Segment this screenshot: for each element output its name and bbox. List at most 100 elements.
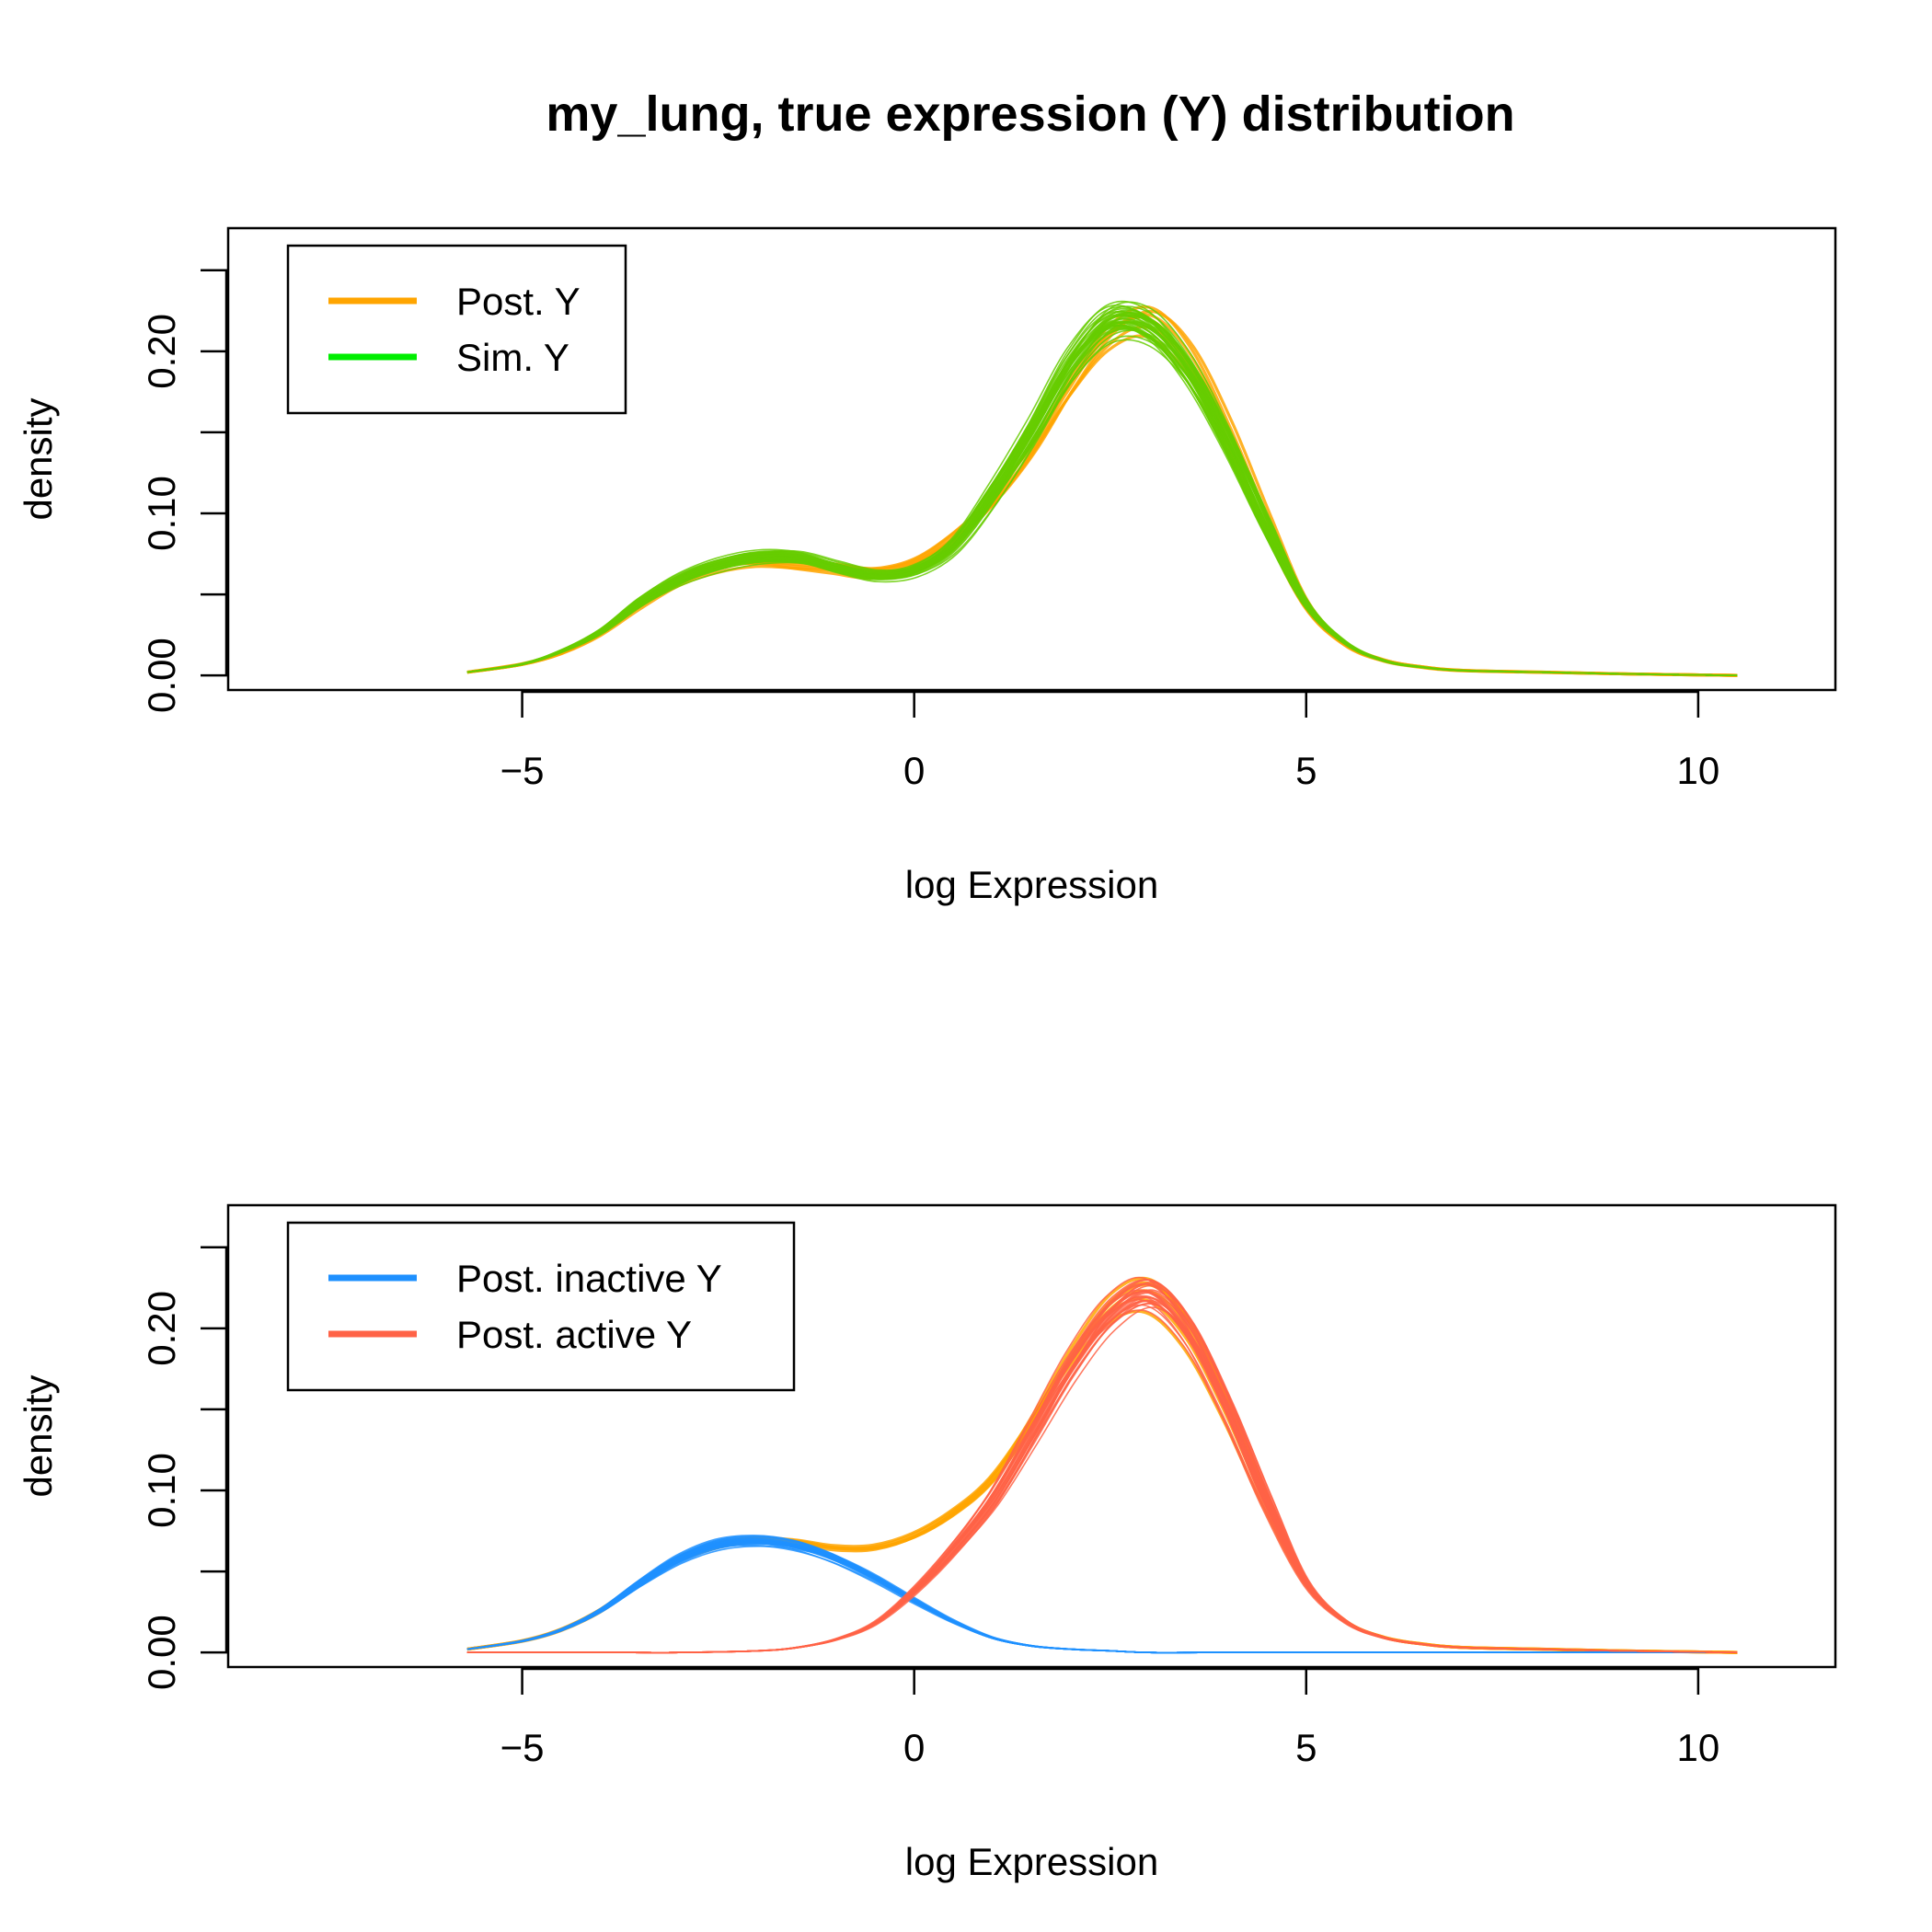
series-line	[466, 313, 1738, 677]
series-line	[466, 1544, 1738, 1654]
series-line	[466, 325, 1738, 677]
x-axis-title: log Expression	[905, 1840, 1158, 1883]
series-line	[466, 324, 1738, 676]
series-line	[466, 334, 1738, 677]
x-tick-label: 0	[903, 1726, 925, 1769]
legend-label: Sim. Y	[456, 336, 569, 379]
series-line	[466, 316, 1738, 677]
series-line	[466, 328, 1738, 676]
y-tick-label: 0.10	[140, 476, 183, 551]
series-line	[466, 305, 1738, 676]
series-line	[466, 326, 1738, 676]
series-line	[466, 311, 1738, 676]
series-line	[466, 307, 1738, 676]
series-line	[466, 1541, 1738, 1654]
series-line	[466, 324, 1738, 676]
x-tick-label: 5	[1295, 749, 1317, 792]
series-line	[466, 317, 1738, 676]
legend: Post. inactive Y Post. active Y	[286, 1221, 796, 1392]
series-line	[466, 1545, 1738, 1654]
series-line	[466, 1535, 1738, 1654]
series-line	[466, 320, 1738, 676]
series-line	[466, 1540, 1738, 1654]
legend: Post. Y Sim. Y	[286, 244, 627, 415]
y-axis-title: density	[17, 1374, 60, 1497]
legend-box	[286, 1221, 796, 1392]
x-tick-label: 5	[1295, 1726, 1317, 1769]
series-line	[466, 1542, 1738, 1654]
series-line	[466, 1541, 1738, 1654]
series-line	[466, 315, 1738, 676]
series-line	[466, 1540, 1738, 1654]
series-line	[466, 1541, 1738, 1654]
x-tick-label: −5	[500, 1726, 545, 1769]
series-line	[466, 1284, 1738, 1654]
series-line	[466, 322, 1738, 676]
series-line	[466, 309, 1738, 677]
bottom-panel: −5 0 5 10 log Expression 0.00 0.10 0.20 density P…	[17, 1203, 1837, 1883]
series-line	[466, 335, 1738, 676]
series-line	[466, 1541, 1738, 1654]
legend-label: Post. Y	[456, 280, 581, 323]
series-line	[466, 310, 1738, 676]
series-line	[466, 321, 1738, 676]
series-post-inactive-y	[466, 1535, 1738, 1654]
series-line	[466, 318, 1738, 676]
legend-entry: Post. inactive Y	[328, 1257, 722, 1300]
series-line	[466, 1540, 1738, 1654]
y-axis: 0.00 0.10 0.20 density	[17, 1246, 228, 1690]
x-tick-label: 10	[1677, 1726, 1720, 1769]
series-line	[466, 304, 1738, 676]
series-line	[466, 325, 1738, 676]
x-axis: −5 0 5 10 log Expression	[500, 690, 1720, 906]
series-line	[466, 1539, 1738, 1654]
y-axis-title: density	[17, 397, 60, 520]
series-line	[466, 314, 1738, 676]
series-line	[466, 314, 1738, 676]
series-line	[466, 313, 1738, 676]
y-tick-label: 0.20	[140, 1291, 183, 1366]
series-line	[466, 324, 1738, 676]
series-line	[466, 321, 1738, 676]
y-axis: 0.00 0.10 0.20 density	[17, 269, 228, 713]
series-line	[466, 305, 1738, 676]
series-post-active-y	[466, 1276, 1738, 1654]
series-post-y	[466, 305, 1738, 677]
series-line	[466, 1538, 1738, 1654]
series-line	[466, 1540, 1738, 1654]
series-line	[466, 1543, 1738, 1654]
series-line	[466, 1535, 1738, 1654]
series-line	[466, 1540, 1738, 1654]
series-line	[466, 321, 1738, 676]
series-line	[466, 309, 1738, 676]
series-line	[466, 321, 1738, 676]
series-line	[466, 329, 1738, 676]
x-tick-label: 0	[903, 749, 925, 792]
series-line	[466, 314, 1738, 676]
y-tick-label: 0.20	[140, 314, 183, 389]
legend-label: Post. inactive Y	[456, 1257, 722, 1300]
series-sim-y	[466, 300, 1738, 676]
legend-entry: Post. active Y	[328, 1313, 692, 1356]
legend-label: Post. active Y	[456, 1313, 692, 1356]
series-line	[466, 1540, 1738, 1654]
x-axis-title: log Expression	[905, 863, 1158, 906]
chart-title: my_lung, true expression (Y) distributio…	[546, 86, 1514, 142]
plot-frame	[226, 226, 1837, 692]
series-line	[466, 1542, 1738, 1654]
series-line	[466, 1539, 1738, 1654]
series-line	[466, 320, 1738, 676]
series-line	[466, 327, 1738, 676]
x-axis: −5 0 5 10 log Expression	[500, 1667, 1720, 1883]
series-line	[466, 1541, 1738, 1654]
series-line	[466, 1538, 1738, 1654]
series-line	[466, 339, 1738, 676]
series-line	[466, 1537, 1738, 1654]
x-tick-label: 10	[1677, 749, 1720, 792]
y-tick-label: 0.00	[140, 1615, 183, 1690]
series-line	[466, 1539, 1738, 1654]
series-line	[466, 310, 1738, 676]
series-line	[466, 1541, 1738, 1654]
series-line	[466, 320, 1738, 676]
